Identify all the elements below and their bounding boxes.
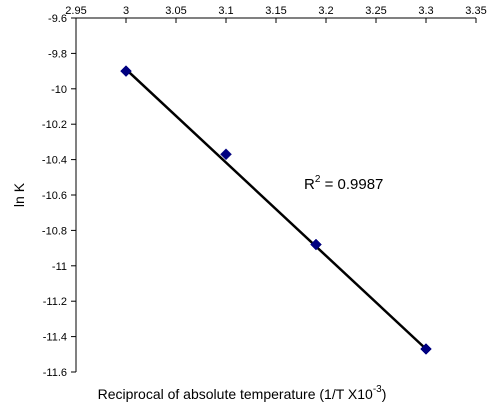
y-tick-label: -10.8: [42, 225, 67, 237]
x-axis-title-close: ): [382, 386, 387, 402]
r-squared-superscript: 2: [315, 174, 321, 185]
y-tick-label: -9.6: [48, 13, 67, 25]
x-tick-label: 3.05: [165, 5, 186, 17]
x-tick-label: 3.1: [218, 5, 233, 17]
r-squared-value: = 0.9987: [320, 176, 383, 193]
y-tick-label: -10: [51, 84, 67, 96]
y-tick-label: -11.2: [43, 296, 67, 308]
data-point: [310, 238, 322, 251]
x-tick-label: 3.3: [418, 5, 433, 17]
x-tick-label: 2.95: [65, 5, 86, 17]
x-tick-label: 3.25: [365, 5, 386, 17]
x-tick-label: 3.35: [465, 5, 486, 17]
y-tick-label: -10.4: [42, 155, 67, 167]
x-tick-label: 3: [123, 5, 129, 17]
data-points: [120, 65, 432, 355]
data-point: [220, 148, 232, 161]
r-squared-annotation: R2 = 0.9987: [304, 174, 383, 193]
x-axis-title-superscript: -3: [373, 384, 382, 395]
x-axis-title-main: Reciprocal of absolute temperature (1/T …: [98, 386, 373, 402]
r-squared-prefix: R: [304, 176, 315, 193]
y-tick-label: -11.4: [43, 332, 67, 344]
y-axis-title: ln K: [11, 182, 27, 207]
x-axis-ticks: 2.95 3 3.05 3.1 3.15 3.2 3.25 3.3 3.35: [65, 5, 487, 23]
trendline-group: [125, 68, 427, 350]
y-tick-label: -10.6: [42, 190, 67, 202]
data-point: [420, 343, 432, 355]
y-tick-label: -10.2: [42, 119, 67, 131]
x-tick-label: 3.2: [318, 5, 333, 17]
y-axis-ticks: -9.6 -9.8 -10 -10.2 -10.4 -10.6 -10.8 -11 -11.2 -…: [42, 13, 76, 379]
y-tick-label: -11: [52, 261, 67, 273]
y-tick-label: -9.8: [48, 48, 67, 60]
data-point: [120, 65, 132, 77]
y-tick-label: -11.6: [43, 367, 67, 379]
trendline: [125, 68, 427, 350]
x-axis-title: Reciprocal of absolute temperature (1/T …: [98, 384, 387, 402]
x-tick-label: 3.15: [265, 5, 286, 17]
